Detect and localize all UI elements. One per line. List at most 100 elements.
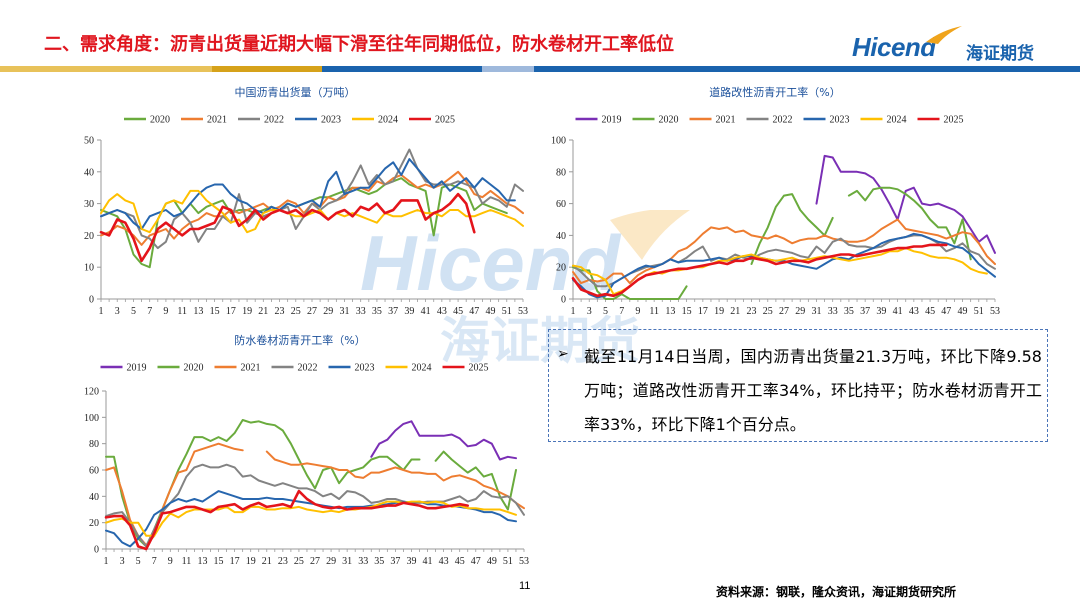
series-line-2020 [572, 186, 972, 300]
x-tick-label: 37 [860, 306, 870, 317]
x-tick-label: 17 [226, 306, 236, 317]
legend-label-2024: 2024 [887, 115, 907, 126]
y-tick-label: 50 [84, 136, 94, 147]
x-tick-label: 5 [131, 306, 136, 317]
logo-brand: Hicend [852, 32, 936, 62]
x-tick-label: 43 [437, 306, 447, 317]
x-tick-label: 47 [471, 556, 481, 567]
legend-label-2021: 2021 [207, 115, 227, 126]
legend-label-2022: 2022 [773, 115, 793, 126]
x-tick-label: 9 [163, 306, 168, 317]
chart-title-road: 道路改性沥青开工率（%） [709, 85, 840, 99]
x-tick-label: 5 [136, 556, 141, 567]
series-line-2020 [105, 419, 517, 548]
x-tick-label: 11 [182, 556, 192, 567]
y-tick-label: 100 [84, 413, 99, 424]
series-line-2021 [105, 442, 525, 547]
x-tick-label: 35 [374, 556, 384, 567]
y-tick-label: 40 [84, 167, 94, 178]
x-tick-label: 27 [310, 556, 320, 567]
x-tick-label: 51 [503, 556, 513, 567]
hicend-logo: Hicend 海证期货 [852, 26, 1052, 66]
series-line-2022 [100, 148, 524, 250]
logo-cn: 海证期货 [966, 44, 1034, 64]
legend-label-2020: 2020 [184, 363, 204, 374]
series-line-2019 [815, 154, 996, 254]
y-tick-label: 60 [89, 466, 99, 477]
legend-label-2024: 2024 [412, 363, 432, 374]
x-tick-label: 41 [423, 556, 433, 567]
x-tick-label: 7 [619, 306, 624, 317]
x-tick-label: 53 [519, 556, 529, 567]
x-tick-label: 21 [258, 306, 268, 317]
legend-label-2025: 2025 [469, 363, 489, 374]
x-tick-label: 25 [294, 556, 304, 567]
series-line-2023 [572, 232, 996, 299]
x-tick-label: 31 [339, 306, 349, 317]
y-tick-label: 100 [551, 136, 566, 147]
legend-label-2021: 2021 [716, 115, 736, 126]
chart-title-shipment: 中国沥青出货量（万吨） [235, 85, 356, 99]
x-tick-label: 33 [356, 306, 366, 317]
x-tick-label: 39 [876, 306, 886, 317]
series-line-2024 [100, 189, 524, 234]
x-tick-label: 1 [571, 306, 576, 317]
series-line-2020 [100, 177, 508, 269]
legend-label-2019: 2019 [127, 363, 147, 374]
bullet-arrow-icon: ➢ [557, 346, 569, 362]
y-tick-label: 120 [84, 387, 99, 398]
legend-label-2025: 2025 [435, 115, 455, 126]
x-tick-label: 5 [603, 306, 608, 317]
x-tick-label: 29 [795, 306, 805, 317]
x-tick-label: 45 [453, 306, 463, 317]
x-tick-label: 41 [421, 306, 431, 317]
x-tick-label: 21 [262, 556, 272, 567]
x-tick-label: 33 [358, 556, 368, 567]
x-tick-label: 43 [909, 306, 919, 317]
x-tick-label: 17 [230, 556, 240, 567]
legend-label-2021: 2021 [241, 363, 261, 374]
x-tick-label: 45 [455, 556, 465, 567]
x-tick-label: 9 [635, 306, 640, 317]
x-tick-label: 37 [390, 556, 400, 567]
x-tick-label: 1 [104, 556, 109, 567]
y-tick-label: 60 [556, 199, 566, 210]
x-tick-label: 37 [388, 306, 398, 317]
series-line-2023 [105, 490, 517, 548]
y-tick-label: 40 [556, 231, 566, 242]
series-line-2025 [104, 489, 469, 551]
x-tick-label: 31 [342, 556, 352, 567]
series-line-2025 [571, 243, 948, 298]
page-title: 二、需求角度：沥青出货量近期大幅下滑至往年同期低位，防水卷材开工率低位 [44, 34, 674, 55]
series-line-2025 [99, 192, 476, 263]
y-tick-label: 0 [561, 295, 566, 306]
y-tick-label: 40 [89, 492, 99, 503]
x-tick-label: 29 [323, 306, 333, 317]
x-tick-label: 13 [197, 556, 207, 567]
y-tick-label: 80 [89, 439, 99, 450]
x-tick-label: 23 [275, 306, 285, 317]
x-tick-label: 21 [730, 306, 740, 317]
x-tick-label: 7 [147, 306, 152, 317]
x-tick-label: 49 [486, 306, 496, 317]
summary-note: ➢ 截至11月14日当周，国内沥青出货量21.3万吨，环比下降9.58万吨；道路… [548, 329, 1048, 442]
y-tick-label: 20 [84, 231, 94, 242]
x-tick-label: 7 [152, 556, 157, 567]
legend-label-2020: 2020 [659, 115, 679, 126]
x-tick-label: 15 [214, 556, 224, 567]
legend-label-2024: 2024 [378, 115, 398, 126]
x-tick-label: 25 [291, 306, 301, 317]
legend-label-2020: 2020 [150, 115, 170, 126]
x-tick-label: 51 [974, 306, 984, 317]
x-tick-label: 47 [941, 306, 951, 317]
x-tick-label: 25 [763, 306, 773, 317]
legend-label-2025: 2025 [944, 115, 964, 126]
x-tick-label: 29 [326, 556, 336, 567]
x-tick-label: 1 [99, 306, 104, 317]
legend-label-2023: 2023 [355, 363, 375, 374]
legend-label-2022: 2022 [298, 363, 318, 374]
chart-shipment: 中国沥青出货量（万吨）2020 2021 2022 2023 2024 202501020… [84, 85, 528, 317]
x-tick-label: 19 [242, 306, 252, 317]
x-tick-label: 41 [893, 306, 903, 317]
x-tick-label: 39 [404, 306, 414, 317]
